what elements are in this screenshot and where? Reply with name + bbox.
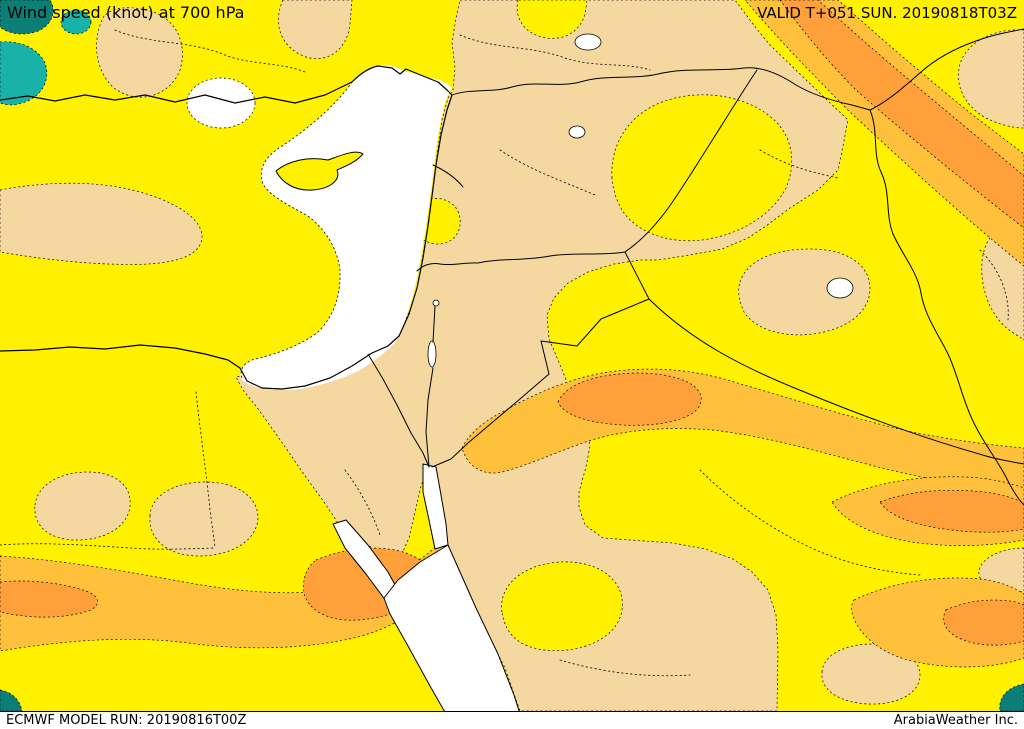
lake-assad (568, 125, 586, 139)
sea-regions (240, 33, 854, 711)
teal-patch-bottom-left (0, 689, 23, 711)
map-title: Wind speed (knot) at 700 hPa (7, 3, 245, 22)
orange-band-southwest (0, 545, 446, 652)
tan-band-egypt-west-a (34, 471, 131, 541)
border-iraq-saudi (648, 298, 1024, 465)
lake-tuz (574, 33, 602, 51)
teal-wind-bands (0, 0, 1024, 711)
dotted-detail-lines (0, 29, 1009, 677)
border-jordan-saudi (431, 298, 650, 468)
red-sea (383, 544, 520, 711)
dead-sea (427, 340, 437, 368)
yellow-patches (410, 0, 792, 651)
teal-patch-bottom-right (999, 683, 1024, 711)
wind-speed-map (0, 0, 1024, 711)
border-syria-jordan (416, 251, 626, 272)
tan-band-top-right (958, 29, 1024, 129)
sea-contour-edge (240, 81, 353, 379)
yellow-patch-turkey-top (516, 0, 588, 39)
model-run-label: ECMWF MODEL RUN: 20190816T00Z (6, 713, 247, 728)
border-egypt-israel (367, 353, 430, 468)
border-syria-iraq (624, 69, 758, 253)
wind-speed-map-svg (0, 0, 1024, 711)
lake-tharthar (826, 277, 854, 299)
tan-band-west-turkey (96, 7, 183, 98)
teal-patch-top-left-corner (0, 0, 54, 35)
orange-band-northeast (744, 0, 1024, 267)
mediterranean-coastline (0, 65, 453, 390)
calm-region-turkey (186, 77, 256, 129)
orange-core-southeast (943, 599, 1024, 646)
teal-patch-top-left-lower (0, 41, 48, 106)
border-syria-lebanon (432, 164, 464, 188)
valid-time-label: VALID T+051 SUN. 20190818T03Z (757, 4, 1017, 22)
country-borders (367, 28, 1024, 506)
footer-bar: ECMWF MODEL RUN: 20190816T00Z ArabiaWeat… (0, 711, 1024, 729)
border-israel-jordan (425, 305, 436, 468)
orange-core-central (557, 372, 702, 426)
tan-band-west-sea (0, 182, 203, 265)
border-turkey-iran (869, 28, 1024, 111)
orange-core-northeast (779, 0, 1024, 229)
border-iran-iraq (869, 109, 1024, 506)
teal-patch-top-left-small (60, 9, 92, 35)
yellow-patch-nw-saudi (501, 561, 623, 651)
tan-band-south-turkey (278, 0, 353, 59)
tan-band-central-iraq (738, 248, 871, 336)
tan-band-egypt-west-b (149, 481, 259, 557)
mediterranean-sea (240, 65, 452, 390)
tan-band-south-east (821, 643, 921, 705)
border-jordan-iraq (624, 251, 650, 300)
orange-core-southwest-left (0, 580, 98, 618)
coastlines (0, 65, 453, 390)
cyprus-island (275, 151, 364, 191)
orange-core-east (879, 489, 1024, 533)
sea-of-galilee (432, 299, 440, 307)
border-turkey-south (451, 67, 871, 111)
attribution-label: ArabiaWeather Inc. (893, 713, 1018, 728)
orange-core-bands (0, 0, 1024, 646)
yellow-patch-east-syria (611, 94, 792, 242)
orange-band-southeast (851, 577, 1024, 668)
